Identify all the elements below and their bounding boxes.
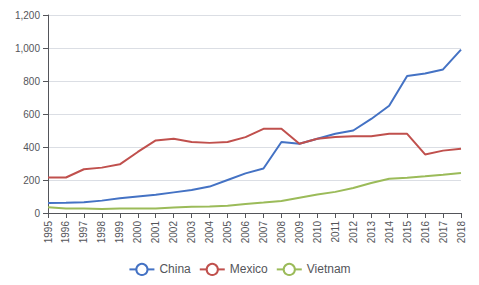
- svg-text:2016: 2016: [420, 221, 431, 244]
- svg-text:2002: 2002: [168, 221, 179, 244]
- svg-text:2013: 2013: [366, 221, 377, 244]
- svg-text:2009: 2009: [294, 221, 305, 244]
- svg-text:2011: 2011: [330, 221, 341, 243]
- svg-text:1998: 1998: [96, 221, 107, 244]
- svg-text:1997: 1997: [78, 221, 89, 244]
- svg-text:200: 200: [23, 175, 40, 186]
- svg-text:2017: 2017: [438, 221, 449, 244]
- svg-text:2014: 2014: [384, 221, 395, 244]
- svg-text:2007: 2007: [258, 221, 269, 244]
- svg-text:800: 800: [23, 76, 40, 87]
- svg-text:2000: 2000: [132, 221, 143, 244]
- svg-text:2001: 2001: [150, 221, 161, 244]
- svg-text:China: China: [159, 262, 191, 276]
- svg-text:400: 400: [23, 142, 40, 153]
- svg-text:600: 600: [23, 109, 40, 120]
- svg-text:Mexico: Mexico: [230, 262, 268, 276]
- svg-text:Vietnam: Vietnam: [307, 262, 351, 276]
- svg-text:2018: 2018: [456, 221, 467, 244]
- svg-text:2008: 2008: [276, 221, 287, 244]
- svg-text:1,200: 1,200: [15, 10, 40, 21]
- svg-text:2003: 2003: [186, 221, 197, 244]
- svg-text:1995: 1995: [43, 221, 54, 244]
- svg-text:1996: 1996: [60, 221, 71, 244]
- svg-text:2010: 2010: [312, 221, 323, 244]
- svg-text:2004: 2004: [204, 221, 215, 244]
- svg-text:1,000: 1,000: [15, 43, 40, 54]
- svg-text:0: 0: [34, 208, 40, 219]
- svg-text:2015: 2015: [402, 221, 413, 244]
- svg-text:2005: 2005: [222, 221, 233, 244]
- svg-text:2006: 2006: [240, 221, 251, 244]
- svg-text:1999: 1999: [114, 221, 125, 244]
- svg-text:2012: 2012: [348, 221, 359, 244]
